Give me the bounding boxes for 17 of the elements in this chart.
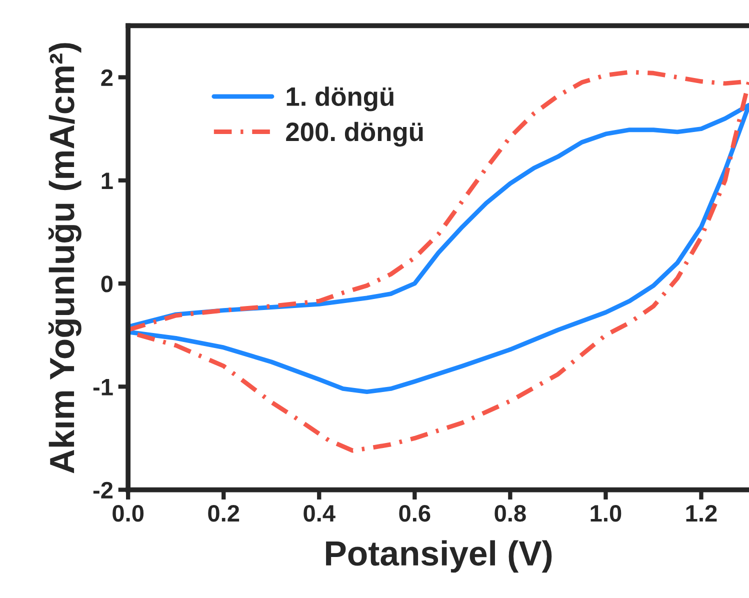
x-tick-label: 0.2: [208, 504, 240, 522]
x-tick-label: 0.4: [304, 504, 336, 522]
y-tick-label: -1: [93, 378, 113, 396]
x-tick-label: 1.0: [590, 504, 622, 522]
y-axis-title: Akım Yoğunluğu (mA/cm²): [48, 43, 82, 474]
legend-label: 200. döngü: [286, 122, 423, 147]
x-tick-label: 0.0: [112, 504, 144, 522]
x-tick-label: 0.8: [494, 504, 526, 522]
y-tick-label: -2: [93, 482, 113, 498]
legend-label: 1. döngü: [286, 86, 394, 112]
x-tick-label: 0.6: [399, 504, 430, 522]
y-tick-label: 0: [101, 276, 113, 292]
line-series: [128, 70, 749, 453]
y-tick-label: 1: [102, 172, 113, 189]
x-tick-label: 1.2: [686, 504, 717, 522]
y-tick-label: 2: [101, 69, 113, 86]
x-axis-title: Potansiyel (V): [326, 540, 552, 573]
